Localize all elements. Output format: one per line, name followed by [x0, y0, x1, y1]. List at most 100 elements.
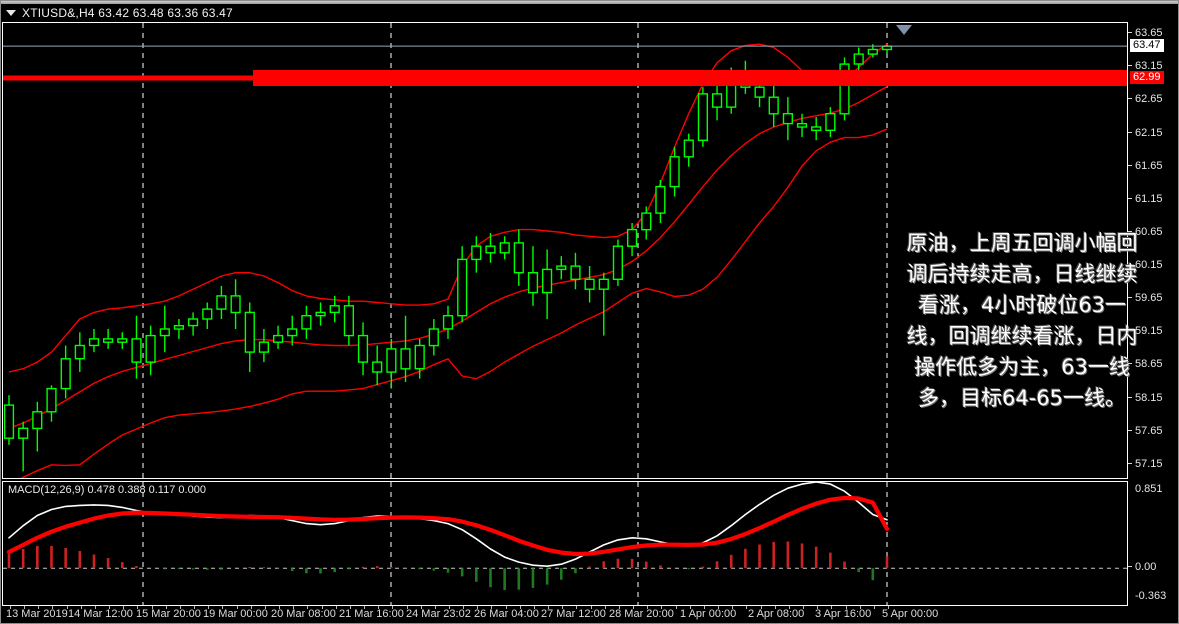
- symbol-ohlc-label: XTIUSD&,H4 63.42 63.48 63.36 63.47: [22, 6, 233, 20]
- time-tick: [38, 606, 40, 609]
- macd-axis-scale[interactable]: 0.851 0.00 -0.363: [1128, 481, 1177, 606]
- time-tick: [420, 606, 422, 609]
- time-tick: [264, 606, 266, 609]
- time-axis-label: 5 Apr 00:00: [882, 608, 939, 620]
- time-tick: [689, 606, 691, 609]
- tick-mark: [1128, 65, 1132, 67]
- time-tick: [675, 606, 677, 609]
- price-tick-label: 59.15: [1135, 325, 1163, 338]
- annotation-line: 操作低多为主，63一线: [914, 355, 1130, 379]
- time-tick: [66, 606, 68, 609]
- macd-tick: 0.00: [1128, 561, 1177, 573]
- last-price-tag: 63.47: [1130, 39, 1164, 53]
- annotation-line: 调后持续走高，日线继续: [906, 262, 1138, 286]
- time-tick: [123, 606, 125, 609]
- price-tick-label: 60.15: [1135, 259, 1163, 272]
- tick-mark: [1128, 32, 1132, 34]
- time-tick: [604, 606, 606, 609]
- time-axis-label: 13 Mar 2019: [6, 608, 68, 620]
- time-axis-label: 19 Mar 00:00: [203, 608, 268, 620]
- time-tick: [236, 606, 238, 609]
- price-chart-pane[interactable]: [2, 22, 1128, 479]
- time-axis-label: 28 Mar 20:00: [609, 608, 674, 620]
- price-tick: 60.15: [1128, 259, 1177, 271]
- down-triangle-marker: [896, 25, 912, 35]
- time-tick: [179, 606, 181, 609]
- time-axis[interactable]: 13 Mar 2019 14 Mar 12:00 15 Mar 20:00 19 Ma…: [2, 606, 1177, 623]
- price-tick: 62.65: [1128, 93, 1177, 105]
- window-titlebar[interactable]: [1, 1, 1178, 4]
- price-chart-canvas: [3, 23, 1127, 478]
- time-tick: [590, 606, 592, 609]
- tick-mark: [1128, 462, 1132, 464]
- analysis-annotation-text: 原油，上周五回调小幅回 调后持续走高，日线继续 看涨，4小时破位63一 线，回调继续看…: [893, 228, 1151, 414]
- price-tick-label: 62.15: [1135, 126, 1163, 139]
- annotation-line: 看涨，4小时破位63一: [917, 293, 1127, 317]
- time-tick: [859, 606, 861, 609]
- price-tick: 63.65: [1128, 27, 1177, 39]
- time-tick: [151, 606, 153, 609]
- time-tick: [349, 606, 351, 609]
- tick-mark: [1128, 297, 1132, 299]
- time-tick: [732, 606, 734, 609]
- time-tick: [364, 606, 366, 609]
- price-tick-label: 61.15: [1135, 192, 1163, 205]
- price-tick: 63.15: [1128, 60, 1177, 72]
- time-tick: [80, 606, 82, 609]
- price-tick-label: 57.15: [1135, 457, 1163, 470]
- time-tick: [335, 606, 337, 609]
- time-tick: [873, 606, 875, 609]
- time-tick: [378, 606, 380, 609]
- time-tick: [434, 606, 436, 609]
- price-tick: 60.65: [1128, 226, 1177, 238]
- macd-tick: 0.851: [1128, 483, 1177, 495]
- time-tick: [307, 606, 309, 609]
- macd-tick: -0.363: [1128, 590, 1177, 602]
- tick-mark: [1128, 429, 1132, 431]
- macd-indicator-pane[interactable]: MACD(12,26,9) 0.478 0.388 0.117 0.000: [2, 481, 1128, 606]
- time-axis-label: 26 Mar 04:00: [474, 608, 539, 620]
- macd-header-label: MACD(12,26,9) 0.478 0.388 0.117 0.000: [8, 484, 206, 496]
- time-tick: [533, 606, 535, 609]
- time-tick: [817, 606, 819, 609]
- price-tick: 59.65: [1128, 292, 1177, 304]
- time-tick: [703, 606, 705, 609]
- price-tick-label: 61.65: [1135, 159, 1163, 172]
- price-tick-label: 59.65: [1135, 292, 1163, 305]
- time-tick: [519, 606, 521, 609]
- time-axis-label: 14 Mar 12:00: [68, 608, 133, 620]
- time-axis-label: 2 Apr 08:00: [748, 608, 805, 620]
- chevron-down-icon[interactable]: [6, 10, 16, 16]
- price-tick-label: 58.15: [1135, 391, 1163, 404]
- tick-mark: [1128, 330, 1132, 332]
- time-tick: [548, 606, 550, 609]
- time-tick: [888, 606, 889, 609]
- level-price-tag: 62.99: [1130, 70, 1164, 84]
- price-tick-label: 63.65: [1135, 27, 1163, 40]
- time-axis-label: 1 Apr 00:00: [680, 608, 737, 620]
- price-axis-scale[interactable]: 63.65 63.15 62.65 62.15 61.65 61.15 60.65 60.15…: [1128, 22, 1177, 479]
- time-tick: [279, 606, 281, 609]
- time-tick: [208, 606, 210, 609]
- time-tick: [718, 606, 720, 609]
- time-tick: [321, 606, 323, 609]
- tick-mark: [1128, 566, 1132, 568]
- symbol-header-bar[interactable]: XTIUSD&,H4 63.42 63.48 63.36 63.47: [2, 5, 1175, 21]
- price-tick-label: 60.65: [1135, 225, 1163, 238]
- time-tick: [392, 606, 394, 609]
- time-tick: [576, 606, 578, 609]
- time-tick: [633, 606, 635, 609]
- time-tick: [845, 606, 847, 609]
- time-tick: [788, 606, 790, 609]
- macd-tick-label: -0.363: [1135, 590, 1167, 602]
- price-tick: 62.15: [1128, 127, 1177, 139]
- time-axis-label: 27 Mar 12:00: [541, 608, 606, 620]
- time-tick: [222, 606, 224, 609]
- tick-mark: [1128, 363, 1132, 365]
- annotation-line: 多，目标64-65一线。: [917, 386, 1127, 410]
- time-tick: [165, 606, 167, 609]
- price-tick-label: 62.65: [1135, 93, 1163, 106]
- time-tick: [10, 606, 11, 609]
- tick-mark: [1128, 197, 1132, 199]
